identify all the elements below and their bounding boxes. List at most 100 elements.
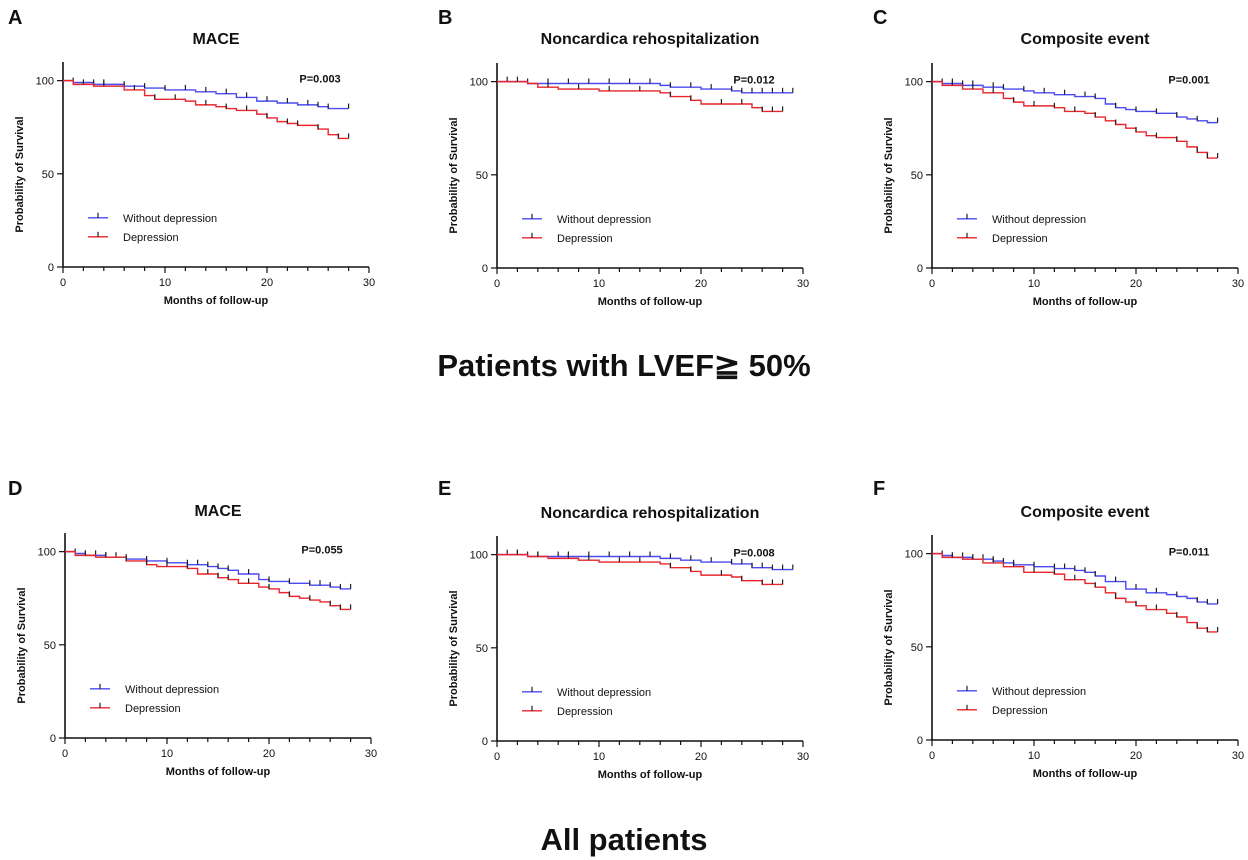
y-axis-label: Probability of Survival <box>448 117 460 233</box>
p-value: P=0.011 <box>1169 547 1210 559</box>
legend-label: Depression <box>123 232 179 244</box>
curve-depression <box>932 80 1218 159</box>
y-tick-label: 100 <box>905 77 923 89</box>
y-tick-label: 50 <box>476 643 488 655</box>
x-axis-label: Months of follow-up <box>1033 296 1138 308</box>
x-tick-label: 0 <box>62 748 68 760</box>
km-panel-a: A MACE P=0.003 0 10 20 30 0 50 100 Months of follo… <box>8 7 375 307</box>
x-tick-label: 0 <box>494 278 500 290</box>
y-tick-label: 100 <box>36 76 54 88</box>
y-tick-label: 100 <box>38 547 56 559</box>
panel-letter: A <box>8 7 22 29</box>
curve-depression <box>932 552 1218 633</box>
y-axis-label: Probability of Survival <box>14 116 26 232</box>
y-tick-label: 0 <box>48 262 54 274</box>
legend-label: Without depression <box>123 213 217 225</box>
x-tick-label: 30 <box>363 277 375 289</box>
y-tick-label: 50 <box>911 642 923 654</box>
x-tick-label: 0 <box>60 277 66 289</box>
legend-label: Without depression <box>125 684 219 696</box>
panel-title: MACE <box>192 31 239 48</box>
x-tick-label: 0 <box>929 278 935 290</box>
x-axis-label: Months of follow-up <box>598 296 703 308</box>
legend-label: Without depression <box>557 687 651 699</box>
y-tick-label: 0 <box>917 263 923 275</box>
curve-without-depression <box>497 80 793 94</box>
x-tick-label: 20 <box>695 751 707 763</box>
x-axis-label: Months of follow-up <box>166 766 271 778</box>
panel-letter: E <box>438 478 451 500</box>
legend-label: Depression <box>557 706 613 718</box>
y-axis-label: Probability of Survival <box>883 117 895 233</box>
x-tick-label: 30 <box>365 748 377 760</box>
x-axis-label: Months of follow-up <box>1033 768 1138 780</box>
km-panel-e: E Noncardica rehospitalization P=0.008 0 10 2… <box>438 478 809 781</box>
legend-label: Without depression <box>992 214 1086 226</box>
x-axis-label: Months of follow-up <box>598 769 703 781</box>
p-value: P=0.008 <box>733 548 774 560</box>
y-tick-label: 50 <box>476 170 488 182</box>
km-panel-f: F Composite event P=0.011 0 10 20 30 0 50 100 Mont… <box>873 478 1244 780</box>
y-tick-label: 100 <box>470 550 488 562</box>
y-axis-label: Probability of Survival <box>16 587 28 703</box>
curve-depression <box>65 550 351 611</box>
p-value: P=0.012 <box>733 75 774 87</box>
x-tick-label: 30 <box>1232 750 1244 762</box>
km-panel-d: D MACE P=0.055 0 10 20 30 0 50 100 Months of follo… <box>8 478 377 778</box>
panel-title: Noncardica rehospitalization <box>541 31 760 48</box>
p-value: P=0.003 <box>299 74 340 86</box>
km-panel-b: B Noncardica rehospitalization P=0.012 0 10 2… <box>438 7 809 308</box>
x-tick-label: 0 <box>494 751 500 763</box>
legend-label: Without depression <box>992 686 1086 698</box>
section-heading-all-patients: All patients <box>540 822 708 857</box>
x-tick-label: 10 <box>161 748 173 760</box>
panel-title: Composite event <box>1021 504 1151 521</box>
km-panel-c: C Composite event P=0.001 0 10 20 30 0 50 100 Mont… <box>873 7 1244 308</box>
x-tick-label: 20 <box>263 748 275 760</box>
legend-label: Depression <box>992 705 1048 717</box>
y-tick-label: 50 <box>911 170 923 182</box>
legend-label: Depression <box>992 233 1048 245</box>
legend-label: Depression <box>125 703 181 715</box>
panel-letter: C <box>873 7 887 29</box>
panel-letter: B <box>438 7 452 29</box>
y-tick-label: 50 <box>42 169 54 181</box>
y-tick-label: 100 <box>470 77 488 89</box>
y-tick-label: 0 <box>917 735 923 747</box>
panel-letter: F <box>873 478 885 500</box>
x-tick-label: 10 <box>593 278 605 290</box>
panel-title: Composite event <box>1021 31 1151 48</box>
x-tick-label: 20 <box>1130 750 1142 762</box>
x-tick-label: 20 <box>695 278 707 290</box>
y-axis-label: Probability of Survival <box>883 589 895 705</box>
p-value: P=0.001 <box>1168 75 1209 87</box>
legend-label: Without depression <box>557 214 651 226</box>
y-tick-label: 0 <box>482 263 488 275</box>
x-tick-label: 10 <box>1028 278 1040 290</box>
curve-without-depression <box>497 553 793 571</box>
curve-depression <box>63 79 349 140</box>
y-tick-label: 0 <box>482 736 488 748</box>
curve-without-depression <box>63 79 349 110</box>
x-tick-label: 30 <box>797 751 809 763</box>
section-heading-lvef: Patients with LVEF≧ 50% <box>437 348 811 383</box>
x-tick-label: 20 <box>1130 278 1142 290</box>
panel-title: MACE <box>194 503 241 520</box>
curve-without-depression <box>932 80 1218 124</box>
y-axis-label: Probability of Survival <box>448 590 460 706</box>
x-tick-label: 0 <box>929 750 935 762</box>
y-tick-label: 50 <box>44 640 56 652</box>
curve-depression <box>497 80 783 113</box>
y-tick-label: 0 <box>50 733 56 745</box>
x-axis-label: Months of follow-up <box>164 295 269 307</box>
p-value: P=0.055 <box>301 545 342 557</box>
x-tick-label: 30 <box>1232 278 1244 290</box>
x-tick-label: 10 <box>1028 750 1040 762</box>
panel-title: Noncardica rehospitalization <box>541 505 760 522</box>
x-tick-label: 10 <box>159 277 171 289</box>
y-tick-label: 100 <box>905 549 923 561</box>
panel-letter: D <box>8 478 22 500</box>
x-tick-label: 20 <box>261 277 273 289</box>
legend-label: Depression <box>557 233 613 245</box>
